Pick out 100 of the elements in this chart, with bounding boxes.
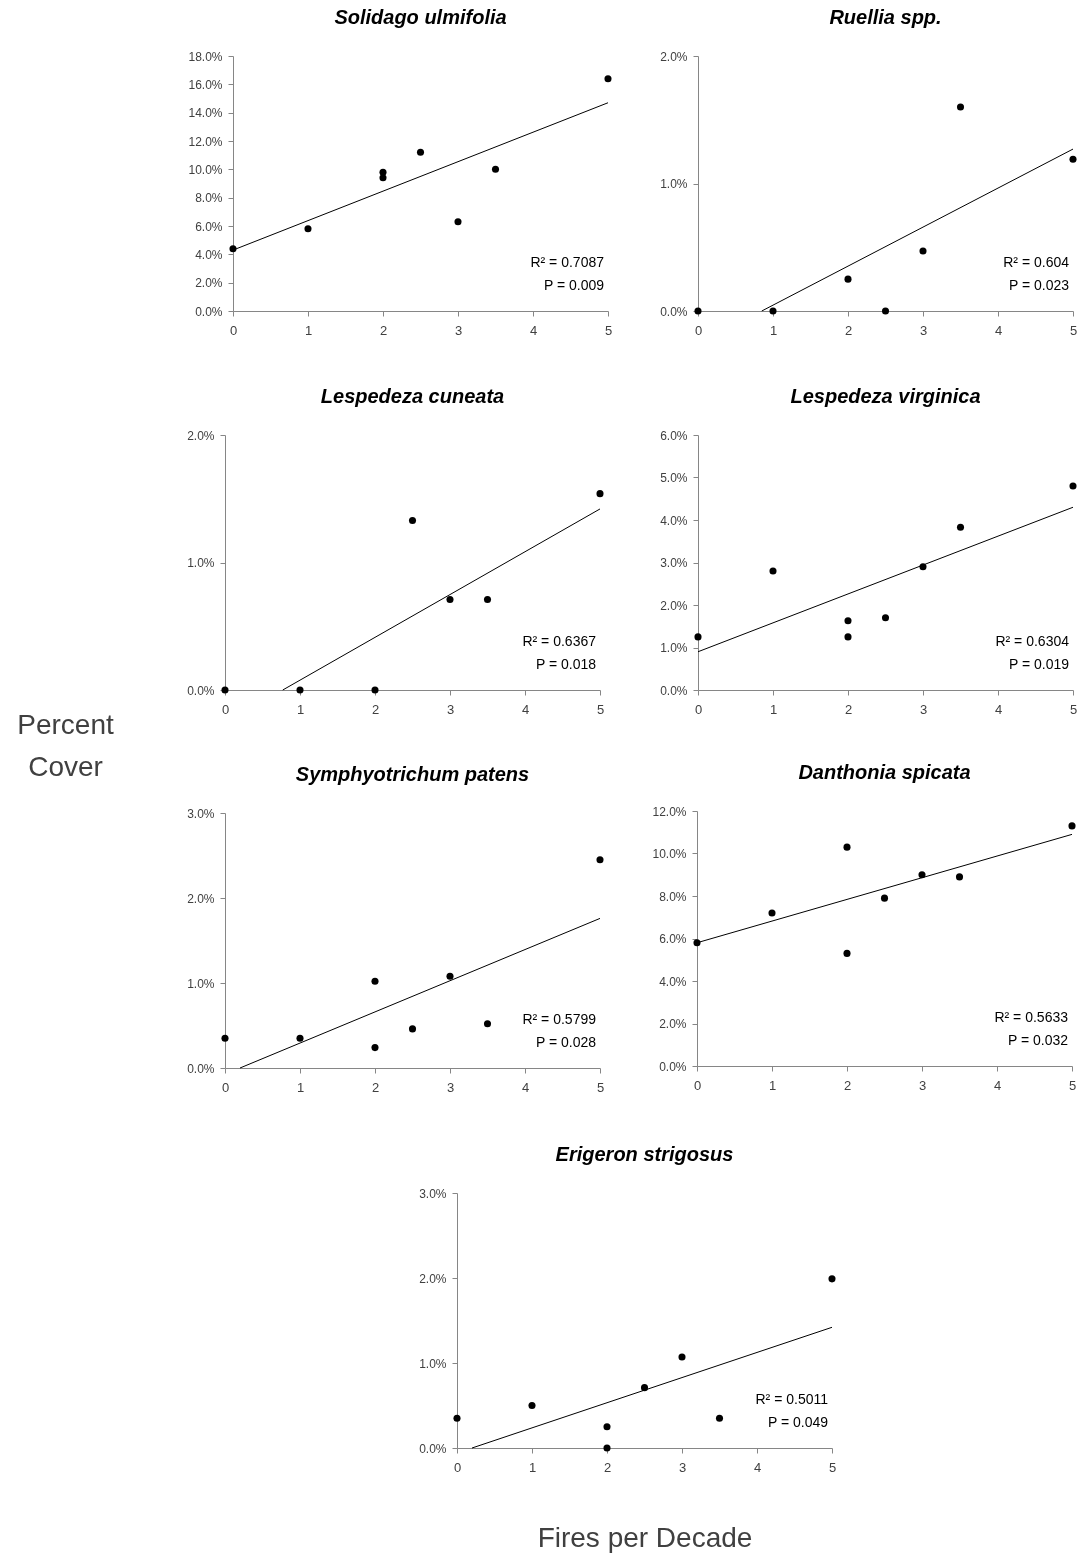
chart-title: Danthonia spicata xyxy=(798,761,971,783)
x-tick-label: 2 xyxy=(844,701,853,717)
point xyxy=(453,1414,461,1422)
point xyxy=(678,1353,686,1361)
point xyxy=(1068,822,1076,830)
y-tick-label: 0.0% xyxy=(660,304,688,319)
x-tick-label: 4 xyxy=(521,1079,530,1095)
point xyxy=(304,225,312,233)
point xyxy=(843,843,851,851)
point xyxy=(881,614,890,622)
point xyxy=(371,977,379,985)
point xyxy=(956,523,965,531)
y-tick-label: 10.0% xyxy=(652,847,687,861)
annotation: R² = 0.5011 xyxy=(755,1391,829,1407)
x-tick-label: 1 xyxy=(528,1459,537,1475)
y-tick-label: 12.0% xyxy=(188,134,223,149)
point xyxy=(843,949,851,957)
x-tick-label: 5 xyxy=(1068,1077,1077,1093)
annotation: R² = 0.604 xyxy=(1003,254,1070,270)
y-tick-label: 1.0% xyxy=(660,177,688,191)
y-tick-label: 1.0% xyxy=(187,556,215,570)
y-tick-label: 0.0% xyxy=(419,1441,447,1456)
point xyxy=(596,856,604,864)
point xyxy=(769,567,777,575)
point xyxy=(956,103,965,111)
x-tick-label: 2 xyxy=(843,1077,852,1093)
y-tick-label: 2.0% xyxy=(187,428,215,443)
annotation: P = 0.023 xyxy=(1008,277,1070,293)
point xyxy=(694,633,702,641)
annotation: P = 0.032 xyxy=(1007,1032,1069,1048)
y-tick-label: 2.0% xyxy=(660,49,688,64)
point xyxy=(604,75,612,83)
point xyxy=(408,1025,417,1033)
annotation: R² = 0.5799 xyxy=(522,1011,597,1027)
point xyxy=(483,595,492,603)
x-tick-label: 5 xyxy=(828,1459,837,1475)
point xyxy=(596,490,604,498)
y-tick-label: 6.0% xyxy=(660,428,688,443)
y-tick-label: 2.0% xyxy=(187,891,215,906)
x-tick-label: 3 xyxy=(918,1077,927,1093)
x-tick-label: 0 xyxy=(694,322,703,338)
chart-title: Lespedeza virginica xyxy=(790,385,981,407)
x-tick-label: 5 xyxy=(1069,322,1078,338)
x-tick-label: 3 xyxy=(454,322,463,338)
x-tick-label: 3 xyxy=(919,701,928,717)
x-tick-label: 0 xyxy=(693,1077,702,1093)
point xyxy=(955,873,964,881)
point xyxy=(446,972,454,980)
y-tick-label: 2.0% xyxy=(659,1017,687,1031)
x-tick-label: 2 xyxy=(371,701,380,717)
point xyxy=(296,686,304,694)
y-tick-label: 2.0% xyxy=(195,276,223,291)
annotation: P = 0.009 xyxy=(543,277,605,293)
annotation: R² = 0.5633 xyxy=(994,1009,1069,1025)
y-tick-label: 1.0% xyxy=(419,1356,447,1371)
point xyxy=(1069,482,1077,490)
x-tick-label: 4 xyxy=(753,1459,762,1475)
x-tick-label: 0 xyxy=(694,701,703,717)
x-tick-label: 1 xyxy=(769,701,778,717)
point xyxy=(844,617,852,625)
x-tick-label: 4 xyxy=(994,701,1003,717)
x-tick-label: 5 xyxy=(1069,701,1078,717)
x-tick-label: 2 xyxy=(379,322,388,338)
annotation: P = 0.028 xyxy=(535,1034,597,1050)
point xyxy=(446,595,454,603)
point xyxy=(769,307,777,315)
y-tick-label: 2.0% xyxy=(419,1271,447,1286)
y-tick-label: 16.0% xyxy=(188,77,223,92)
point xyxy=(880,894,889,902)
x-tick-label: 5 xyxy=(596,1079,605,1095)
point xyxy=(371,686,379,694)
point xyxy=(491,165,500,173)
point xyxy=(528,1401,536,1410)
y-tick-label: 0.0% xyxy=(187,1061,215,1076)
chart-title: Ruellia spp. xyxy=(829,6,942,28)
y-tick-label: 3.0% xyxy=(187,806,215,821)
annotation: P = 0.019 xyxy=(1008,656,1070,672)
y-tick-label: 5.0% xyxy=(660,471,688,485)
point xyxy=(603,1444,611,1452)
x-tick-label: 3 xyxy=(919,322,928,338)
y-tick-label: 0.0% xyxy=(195,304,223,319)
y-tick-label: 4.0% xyxy=(659,974,687,989)
point xyxy=(693,939,701,947)
y-tick-label: 14.0% xyxy=(188,106,223,121)
point xyxy=(296,1034,304,1042)
x-tick-label: 0 xyxy=(221,1079,230,1095)
x-tick-label: 1 xyxy=(296,1079,305,1095)
point xyxy=(715,1414,724,1422)
point xyxy=(919,247,927,255)
x-tick-label: 4 xyxy=(993,1077,1002,1093)
y-tick-label: 0.0% xyxy=(187,683,215,698)
y-tick-label: 3.0% xyxy=(419,1186,447,1201)
point xyxy=(371,1044,379,1052)
y-tick-label: 12.0% xyxy=(652,804,687,819)
y-tick-label: 1.0% xyxy=(660,641,688,655)
x-tick-label: 3 xyxy=(678,1459,687,1475)
y-tick-label: 6.0% xyxy=(659,932,687,946)
y-tick-label: 10.0% xyxy=(188,162,223,177)
y-tick-label: 2.0% xyxy=(660,598,688,613)
annotation: P = 0.018 xyxy=(535,656,597,672)
